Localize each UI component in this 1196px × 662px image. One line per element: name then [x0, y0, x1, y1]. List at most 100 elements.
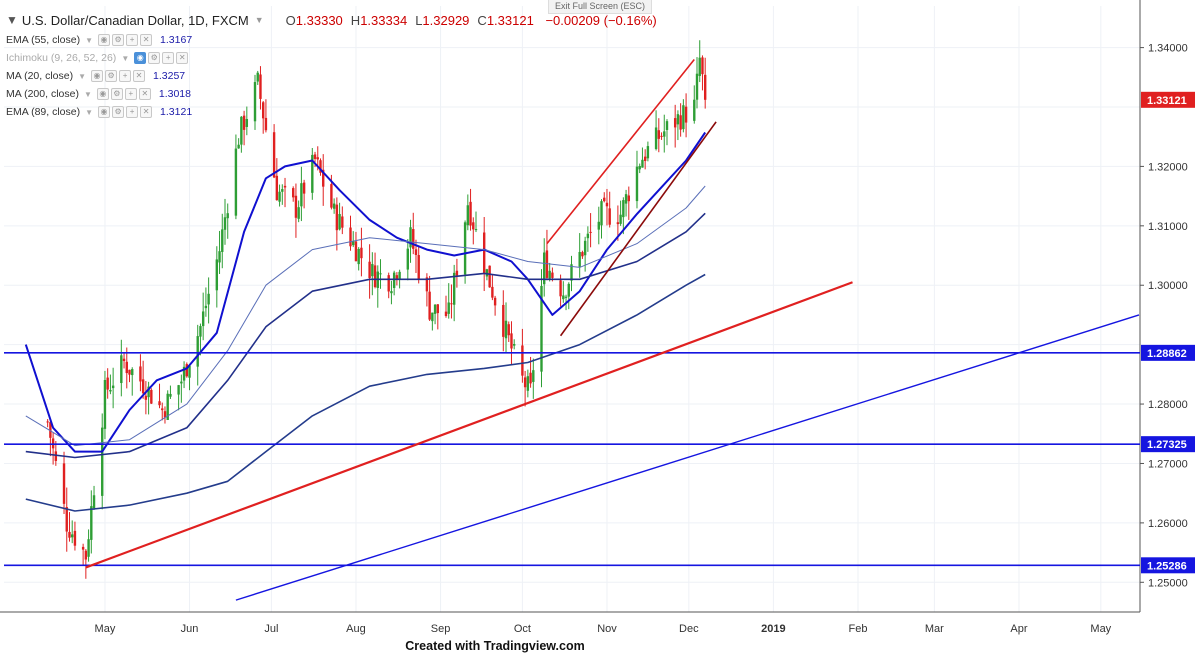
trend-line-channel-lower	[559, 121, 717, 337]
candle-body	[521, 345, 524, 376]
eye-icon[interactable]: ◉	[91, 70, 104, 82]
close-icon[interactable]: ✕	[140, 106, 153, 118]
moving-average-line	[24, 131, 707, 453]
indicator-row[interactable]: MA (200, close) ▼ ◉ ⚙ + ✕ 1.3018	[6, 85, 196, 103]
indicator-dropdown-icon[interactable]: ▼	[78, 71, 87, 81]
collapse-arrow-icon[interactable]: ▼	[6, 13, 18, 27]
candle-body	[215, 259, 219, 291]
close-icon[interactable]: ✕	[133, 70, 146, 82]
add-icon[interactable]: +	[119, 70, 132, 82]
indicator-dropdown-icon[interactable]: ▼	[85, 107, 94, 117]
candle-body	[616, 222, 620, 225]
candle-body	[447, 302, 450, 314]
candle-body	[589, 231, 592, 233]
candle-body	[240, 116, 243, 145]
indicator-row[interactable]: EMA (55, close) ▼ ◉ ⚙ + ✕ 1.3167	[6, 31, 196, 49]
candle-body	[684, 106, 688, 123]
candle-body	[180, 381, 183, 384]
close-icon[interactable]: ✕	[140, 34, 153, 46]
indicator-row[interactable]: Ichimoku (9, 26, 52, 26) ▼ ◉ ⚙ + ✕	[6, 49, 196, 67]
settings-icon[interactable]: ⚙	[105, 70, 118, 82]
candle-body	[120, 355, 123, 384]
candle-body	[586, 233, 590, 239]
candle-body	[161, 408, 164, 411]
indicator-value: 1.3167	[160, 34, 193, 46]
candle-body	[46, 421, 49, 423]
candle-body	[335, 204, 339, 231]
candle-body	[469, 201, 472, 226]
price-tick-label: 1.32000	[1148, 161, 1188, 173]
candle-body	[341, 216, 344, 228]
candle-body	[128, 369, 131, 375]
add-icon[interactable]: +	[162, 52, 175, 64]
candle-body	[695, 73, 699, 100]
indicator-label[interactable]: EMA (55, close)	[6, 34, 81, 46]
candle-body	[657, 130, 661, 139]
ohlc-readout: O1.33330 H1.33334 L1.32929 C1.33121 −0.0020…	[278, 13, 657, 28]
eye-icon[interactable]: ◉	[98, 34, 111, 46]
candle-body	[482, 232, 486, 273]
candle-body	[207, 293, 210, 305]
add-icon[interactable]: +	[124, 88, 137, 100]
indicator-dropdown-icon[interactable]: ▼	[121, 53, 130, 63]
candle-body	[387, 275, 390, 292]
candle-body	[638, 166, 641, 170]
candle-body	[417, 255, 420, 279]
candle-body	[444, 311, 448, 316]
candle-body	[292, 188, 295, 198]
price-label-text: 1.33121	[1147, 95, 1187, 107]
candle-body	[169, 393, 172, 397]
exit-fullscreen-button[interactable]: Exit Full Screen (ESC)	[548, 0, 653, 14]
candle-body	[316, 157, 319, 160]
settings-icon[interactable]: ⚙	[110, 88, 123, 100]
indicator-label[interactable]: MA (20, close)	[6, 70, 74, 82]
close-icon[interactable]: ✕	[138, 88, 151, 100]
add-icon[interactable]: +	[126, 34, 139, 46]
price-label-text: 1.28862	[1147, 348, 1187, 360]
candle-body	[463, 222, 467, 275]
price-label-box	[1141, 436, 1195, 453]
candle-body	[597, 221, 600, 230]
candle-body	[701, 57, 704, 75]
indicator-label[interactable]: MA (200, close)	[6, 88, 79, 100]
candle-body	[654, 127, 658, 150]
price-label-box	[1141, 557, 1195, 574]
symbol-dropdown-icon[interactable]: ▼	[254, 15, 264, 25]
indicator-dropdown-icon[interactable]: ▼	[83, 89, 92, 99]
candle-body	[330, 184, 333, 208]
candle-body	[125, 361, 128, 374]
eye-icon[interactable]: ◉	[134, 52, 147, 64]
time-tick-label: Oct	[514, 623, 531, 635]
candle-body	[139, 366, 142, 382]
chart-legend-header: ▼ U.S. Dollar/Canadian Dollar, 1D, FXCM …	[6, 10, 657, 30]
indicator-value: 1.3018	[158, 88, 191, 100]
candle-body	[412, 229, 415, 249]
indicator-label[interactable]: Ichimoku (9, 26, 52, 26)	[6, 52, 117, 64]
candle-body	[150, 389, 153, 404]
close-icon[interactable]: ✕	[176, 52, 189, 64]
candle-body	[398, 271, 401, 280]
candle-body	[455, 270, 459, 276]
indicator-row[interactable]: MA (20, close) ▼ ◉ ⚙ + ✕ 1.3257	[6, 67, 196, 85]
candle-body	[502, 304, 505, 337]
settings-icon[interactable]: ⚙	[112, 106, 125, 118]
symbol-title[interactable]: U.S. Dollar/Canadian Dollar, 1D, FXCM	[21, 12, 249, 28]
candle-body	[54, 451, 58, 461]
candle-body	[622, 200, 625, 218]
candle-body	[368, 261, 371, 279]
price-label-box	[1141, 91, 1195, 108]
indicator-dropdown-icon[interactable]: ▼	[85, 35, 94, 45]
eye-icon[interactable]: ◉	[96, 88, 109, 100]
candle-body	[294, 195, 298, 218]
candle-body	[144, 395, 148, 400]
indicator-row[interactable]: EMA (89, close) ▼ ◉ ⚙ + ✕ 1.3121	[6, 103, 196, 121]
candle-body	[182, 366, 186, 381]
indicator-label[interactable]: EMA (89, close)	[6, 106, 81, 118]
settings-icon[interactable]: ⚙	[148, 52, 161, 64]
candle-body	[562, 295, 565, 300]
settings-icon[interactable]: ⚙	[112, 34, 125, 46]
candle-body	[379, 273, 382, 275]
eye-icon[interactable]: ◉	[98, 106, 111, 118]
add-icon[interactable]: +	[126, 106, 139, 118]
